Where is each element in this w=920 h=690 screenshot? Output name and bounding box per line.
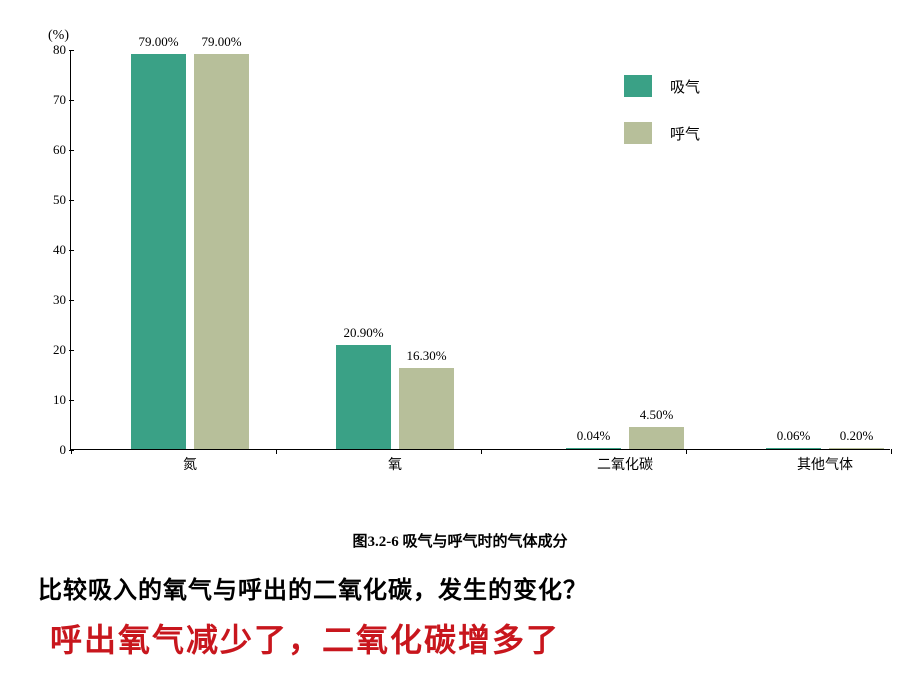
bar	[766, 448, 821, 450]
bar-value-label: 0.06%	[777, 428, 811, 444]
legend: 吸气 呼气	[624, 75, 700, 169]
bar	[336, 345, 391, 450]
plot-area: 01020304050607080氮79.00%79.00%氧20.90%16.…	[70, 50, 890, 450]
x-tick	[71, 449, 72, 454]
chart-caption: 图3.2-6 吸气与呼气时的气体成分	[0, 530, 920, 551]
legend-swatch-inhale	[624, 75, 652, 97]
y-tick: 50	[36, 192, 66, 208]
x-tick	[276, 449, 277, 454]
y-tick: 30	[36, 292, 66, 308]
y-tick: 0	[36, 442, 66, 458]
bar-value-label: 16.30%	[406, 348, 446, 364]
question-text: 比较吸入的氧气与呼出的二氧化碳，发生的变化？	[38, 570, 588, 605]
legend-item-inhale: 吸气	[624, 75, 700, 97]
y-tick: 10	[36, 392, 66, 408]
chart-container: (%) 01020304050607080氮79.00%79.00%氧20.90…	[20, 20, 900, 490]
bar	[629, 427, 684, 450]
bar	[131, 54, 186, 449]
answer-text: 呼出氧气减少了，二氧化碳增多了	[50, 615, 560, 661]
x-axis-label: 氧	[388, 454, 402, 474]
bar-value-label: 0.04%	[577, 428, 611, 444]
legend-label-inhale: 吸气	[670, 76, 700, 97]
bar-value-label: 20.90%	[343, 325, 383, 341]
bar	[399, 368, 454, 450]
x-axis-label: 氮	[183, 454, 197, 474]
x-tick	[686, 449, 687, 454]
x-axis-label: 其他气体	[797, 454, 853, 474]
bar-value-label: 4.50%	[640, 407, 674, 423]
y-tick: 20	[36, 342, 66, 358]
y-tick: 80	[36, 42, 66, 58]
bar-value-label: 0.20%	[840, 428, 874, 444]
y-tick: 60	[36, 142, 66, 158]
bar	[194, 54, 249, 449]
x-axis-label: 二氧化碳	[597, 454, 653, 474]
legend-item-exhale: 呼气	[624, 122, 700, 144]
bar	[829, 448, 884, 450]
bar-value-label: 79.00%	[201, 34, 241, 50]
bar	[566, 448, 621, 450]
y-tick: 40	[36, 242, 66, 258]
y-tick: 70	[36, 92, 66, 108]
x-tick	[481, 449, 482, 454]
legend-label-exhale: 呼气	[670, 123, 700, 144]
bar-value-label: 79.00%	[138, 34, 178, 50]
x-tick	[891, 449, 892, 454]
legend-swatch-exhale	[624, 122, 652, 144]
